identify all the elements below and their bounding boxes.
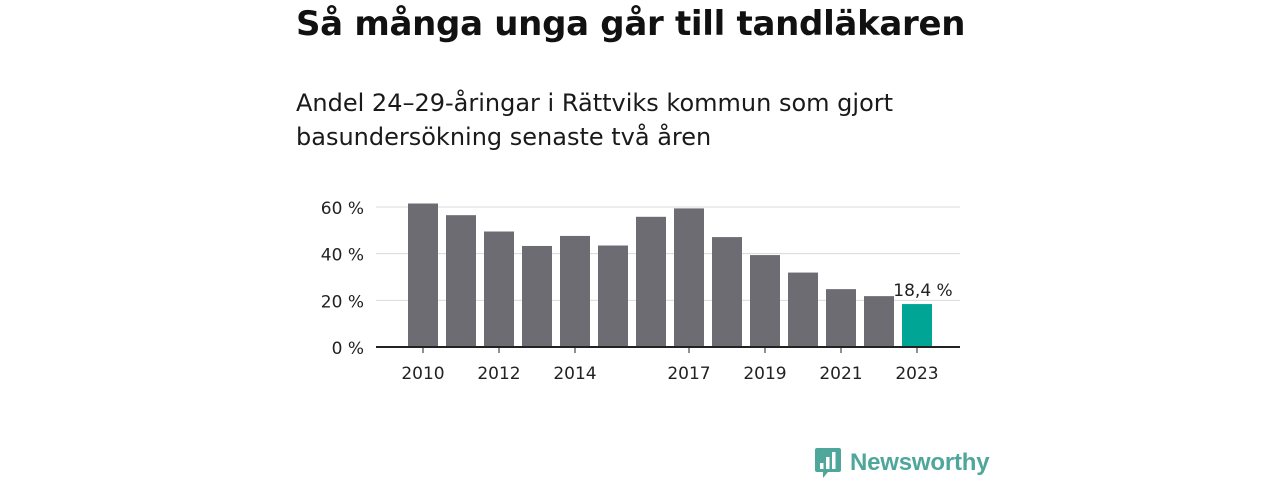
bar <box>446 215 476 347</box>
bar-chart-speech-icon <box>815 448 841 478</box>
bar <box>788 272 818 347</box>
bar <box>864 296 894 347</box>
data-label: 18,4 % <box>893 281 952 301</box>
x-tick-label: 2021 <box>819 364 862 384</box>
chart-subtitle: Andel 24–29-åringar i Rättviks kommun so… <box>296 89 894 151</box>
bar <box>522 245 552 347</box>
x-tick-label: 2019 <box>743 364 786 384</box>
y-tick-label: 60 % <box>321 199 364 219</box>
x-tick-label: 2017 <box>667 364 710 384</box>
brand-name: Newsworthy <box>850 449 990 476</box>
chart-title: Så många unga går till tandläkaren <box>296 4 966 44</box>
bar <box>712 237 742 347</box>
bar-chart: 0 % 20 % 40 % 60 % 2010 2012 2014 2017 2019 2021 1… <box>321 199 960 384</box>
bar <box>826 289 856 347</box>
x-tick-label: 2023 <box>895 364 938 384</box>
bar <box>598 245 628 347</box>
bar <box>560 235 590 347</box>
y-tick-label: 0 % <box>332 339 364 359</box>
chart-container: Så många unga går till tandläkaren Andel… <box>296 0 996 480</box>
y-tick-label: 40 % <box>321 246 364 266</box>
bar <box>636 216 666 347</box>
x-tick-label: 2010 <box>401 364 444 384</box>
bar <box>484 231 514 347</box>
bar <box>674 208 704 347</box>
x-tick-label: 2014 <box>553 364 596 384</box>
bar <box>750 255 780 347</box>
bar-highlight <box>902 304 932 347</box>
x-tick-label: 2012 <box>477 364 520 384</box>
brand-logo: Newsworthy <box>814 446 990 480</box>
y-tick-label: 20 % <box>321 292 364 312</box>
bar <box>408 203 438 347</box>
